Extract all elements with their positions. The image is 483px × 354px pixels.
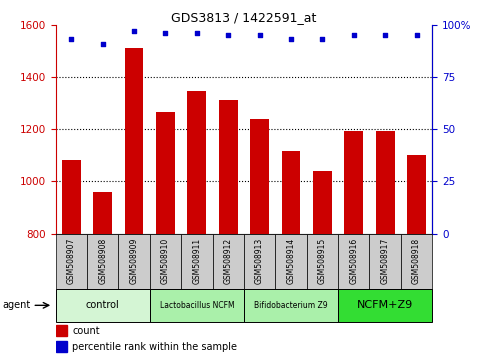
Text: GSM508917: GSM508917: [381, 238, 390, 284]
FancyBboxPatch shape: [275, 234, 307, 289]
FancyBboxPatch shape: [150, 289, 244, 322]
Bar: [156, 112, 175, 354]
Text: count: count: [72, 326, 100, 336]
Bar: [313, 171, 332, 354]
Text: Lactobacillus NCFM: Lactobacillus NCFM: [159, 301, 234, 310]
Point: [193, 30, 201, 36]
Point: [382, 32, 389, 38]
Bar: [344, 131, 363, 354]
FancyBboxPatch shape: [87, 234, 118, 289]
Bar: [125, 48, 143, 354]
Text: GSM508916: GSM508916: [349, 238, 358, 284]
Text: GSM508912: GSM508912: [224, 238, 233, 284]
Title: GDS3813 / 1422591_at: GDS3813 / 1422591_at: [171, 11, 316, 24]
Text: NCFM+Z9: NCFM+Z9: [357, 300, 413, 310]
Point: [287, 36, 295, 42]
Bar: [407, 155, 426, 354]
Bar: [62, 160, 81, 354]
FancyBboxPatch shape: [369, 234, 401, 289]
Text: GSM508914: GSM508914: [286, 238, 296, 284]
Bar: [250, 119, 269, 354]
FancyBboxPatch shape: [56, 289, 150, 322]
FancyBboxPatch shape: [244, 234, 275, 289]
FancyBboxPatch shape: [307, 234, 338, 289]
Bar: [56, 325, 67, 336]
Text: GSM508915: GSM508915: [318, 238, 327, 284]
Bar: [56, 341, 67, 353]
Point: [99, 41, 107, 46]
FancyBboxPatch shape: [213, 234, 244, 289]
Text: Bifidobacterium Z9: Bifidobacterium Z9: [254, 301, 328, 310]
Point: [130, 28, 138, 34]
Bar: [187, 91, 206, 354]
Bar: [282, 152, 300, 354]
Text: percentile rank within the sample: percentile rank within the sample: [72, 342, 238, 352]
Point: [224, 32, 232, 38]
Text: GSM508910: GSM508910: [161, 238, 170, 284]
Text: control: control: [86, 300, 119, 310]
FancyBboxPatch shape: [181, 234, 213, 289]
Point: [319, 36, 327, 42]
Bar: [93, 192, 112, 354]
Text: GSM508918: GSM508918: [412, 238, 421, 284]
FancyBboxPatch shape: [401, 234, 432, 289]
Text: GSM508907: GSM508907: [67, 238, 76, 284]
Text: GSM508911: GSM508911: [192, 238, 201, 284]
Bar: [219, 101, 238, 354]
Point: [68, 36, 75, 42]
FancyBboxPatch shape: [118, 234, 150, 289]
Bar: [376, 131, 395, 354]
Point: [412, 32, 420, 38]
FancyBboxPatch shape: [338, 289, 432, 322]
Point: [350, 32, 357, 38]
Point: [256, 32, 264, 38]
Text: GSM508909: GSM508909: [129, 238, 139, 284]
FancyBboxPatch shape: [338, 234, 369, 289]
Text: GSM508913: GSM508913: [255, 238, 264, 284]
Text: agent: agent: [2, 300, 30, 310]
FancyBboxPatch shape: [150, 234, 181, 289]
Point: [161, 30, 170, 36]
FancyBboxPatch shape: [56, 234, 87, 289]
Text: GSM508908: GSM508908: [98, 238, 107, 284]
FancyBboxPatch shape: [244, 289, 338, 322]
